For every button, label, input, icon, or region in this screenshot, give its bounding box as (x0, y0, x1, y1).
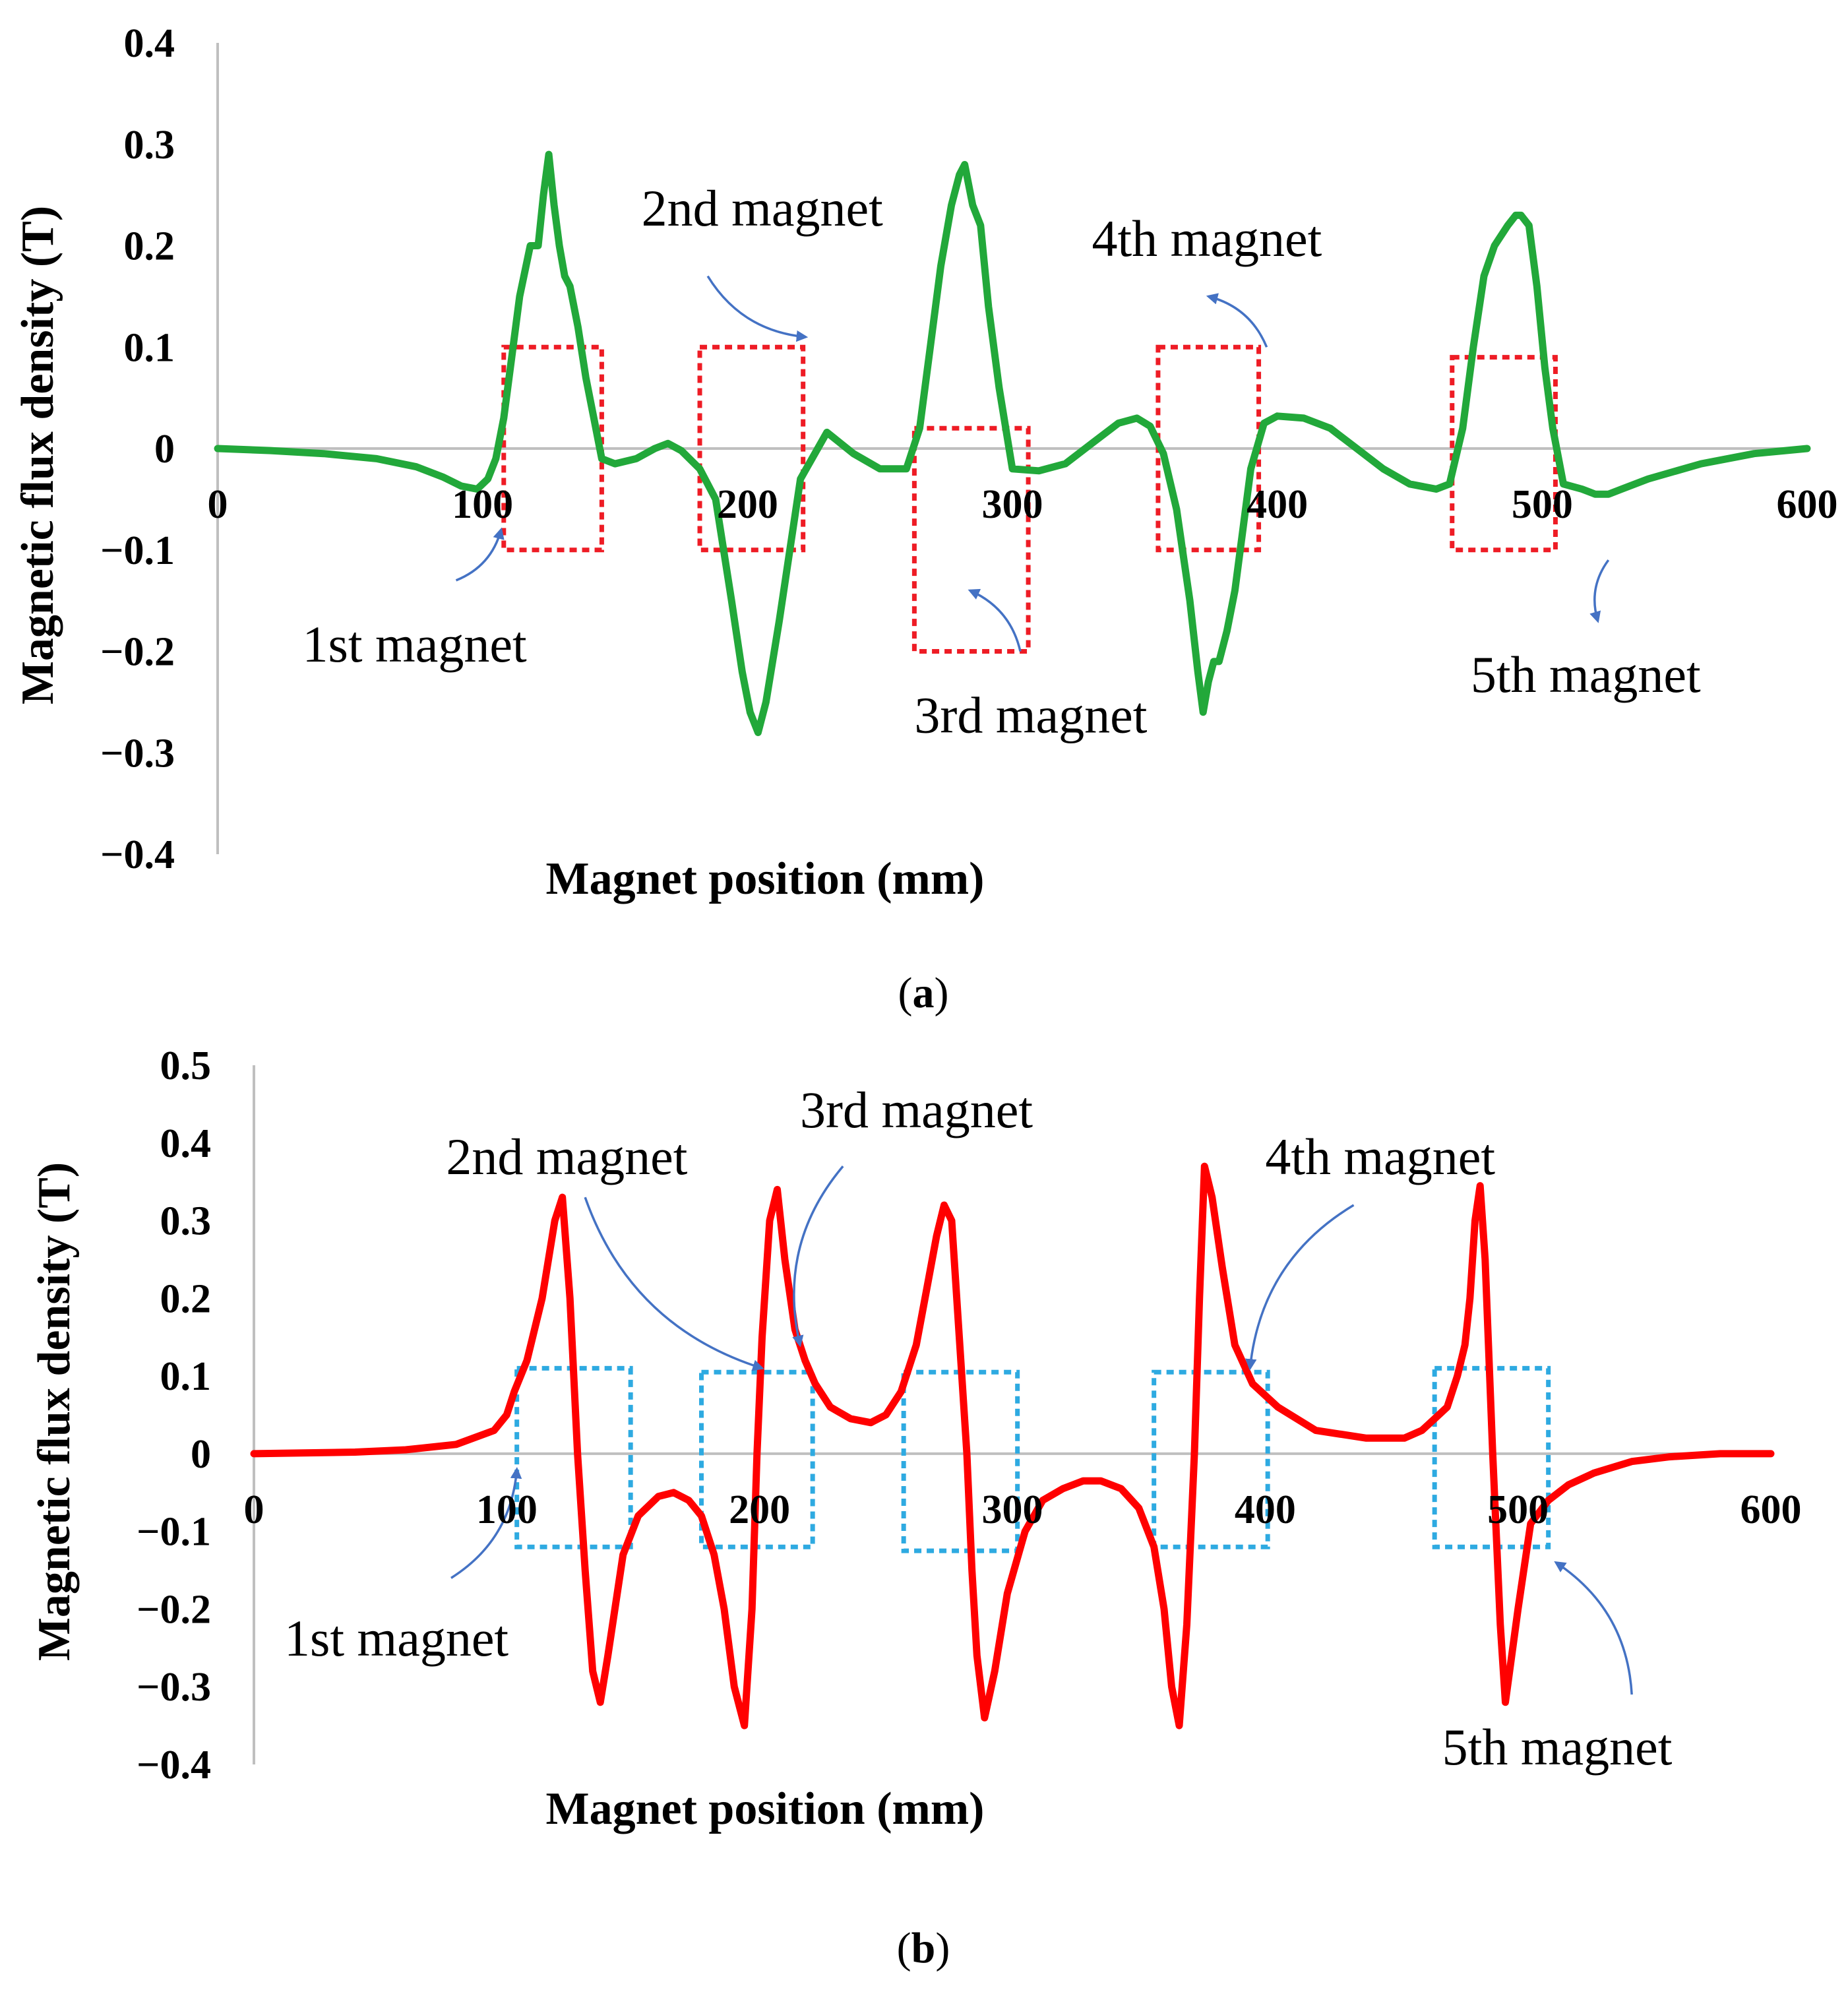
annotation-arrow-a-3 (968, 588, 1022, 652)
y-tick-label-a: −0.1 (100, 528, 175, 573)
magnet-box-a-3 (911, 425, 1031, 654)
x-tick-label-b: 100 (476, 1487, 538, 1532)
series-b (250, 1162, 1775, 1729)
caption-a: (a) (898, 969, 949, 1017)
y-tick-label-a: −0.2 (100, 630, 175, 675)
x-tick-label-a: 500 (1512, 482, 1573, 527)
x-tick-label-a: 400 (1247, 482, 1308, 527)
annotation-label-a-1: 1st magnet (303, 615, 527, 673)
y-tick-label-b: 0.2 (160, 1276, 212, 1321)
annotation-arrow-a-1 (455, 527, 505, 582)
x-tick-label-a: 0 (208, 482, 228, 527)
x-axis-title-a: Magnet position (mm) (546, 854, 985, 904)
y-tick-label-b: −0.3 (137, 1665, 211, 1710)
magnet-box-a-5 (1450, 355, 1558, 553)
x-tick-label-b: 600 (1740, 1487, 1802, 1532)
annotation-label-a-3: 3rd magnet (914, 687, 1147, 744)
y-tick-label-b: 0.4 (160, 1121, 212, 1166)
series-line-b (250, 1162, 1775, 1729)
x-tick-label-b: 400 (1235, 1487, 1296, 1532)
x-axis-title-b: Magnet position (mm) (546, 1784, 985, 1834)
y-tick-label-b: −0.2 (137, 1587, 211, 1632)
series-a (214, 150, 1811, 736)
annotation-label-b-4: 4th magnet (1265, 1128, 1495, 1185)
y-tick-label-a: 0.3 (124, 123, 175, 168)
caption-close-a: ) (935, 969, 949, 1017)
x-tick-labels-b: 0 100 200 300 400 500 600 (244, 1487, 1802, 1532)
caption-letter-a: a (913, 969, 935, 1017)
annotation-label-a-4: 4th magnet (1092, 210, 1322, 267)
y-tick-labels-b: 0.5 0.4 0.3 0.2 0.1 0 −0.1 −0.2 −0.3 −0.4 (137, 1043, 211, 1788)
series-line-a (214, 150, 1811, 736)
annotation-label-b-5: 5th magnet (1442, 1718, 1673, 1776)
x-tick-label-b: 0 (244, 1487, 264, 1532)
annotation-label-b-1: 1st magnet (284, 1609, 508, 1667)
annotation-arrow-a-2 (706, 275, 809, 342)
y-tick-label-a: 0 (154, 427, 175, 472)
annotation-arrows-a (455, 275, 1610, 652)
annotation-arrow-b-5 (1554, 1561, 1633, 1695)
y-tick-label-b: 0.1 (160, 1354, 212, 1399)
chart-panel-b: 1st magnet 2nd magnet 3rd magnet 4th magnet… (29, 1043, 1802, 1972)
annotation-arrow-b-3 (792, 1165, 844, 1348)
annotation-arrow-a-5 (1589, 559, 1610, 623)
x-tick-label-a: 300 (982, 482, 1043, 527)
magnet-box-a-2 (697, 344, 806, 553)
annotation-label-a-5: 5th magnet (1471, 646, 1701, 703)
x-tick-labels-a: 0 100 200 300 400 500 600 (208, 482, 1838, 527)
y-tick-label-a: 0.4 (124, 21, 175, 66)
y-tick-label-a: 0.1 (124, 325, 175, 370)
y-tick-labels-a: 0.4 0.3 0.2 0.1 0 −0.1 −0.2 −0.3 −0.4 (100, 21, 175, 877)
x-tick-label-a: 200 (717, 482, 778, 527)
x-tick-label-a: 600 (1777, 482, 1838, 527)
y-tick-label-a: −0.3 (100, 731, 175, 776)
annotation-label-a-2: 2nd magnet (642, 179, 883, 237)
y-tick-label-a: −0.4 (100, 832, 175, 877)
chart-panel-a: 1st magnet 2nd magnet 3rd magnet 4th magnet… (13, 21, 1838, 1017)
annotation-arrow-b-2 (584, 1197, 764, 1371)
caption-b: (b) (897, 1924, 950, 1972)
caption-open-b: ( (897, 1924, 911, 1972)
axes-b (253, 1065, 1771, 1764)
y-tick-label-b: −0.4 (137, 1743, 211, 1788)
annotation-arrows-b (450, 1165, 1633, 1695)
annotation-label-b-3: 3rd magnet (800, 1081, 1033, 1138)
caption-open-a: ( (898, 969, 913, 1017)
annotations-a: 1st magnet 2nd magnet 3rd magnet 4th magnet… (303, 179, 1701, 744)
x-tick-label-a: 100 (452, 482, 513, 527)
annotation-label-b-2: 2nd magnet (446, 1128, 687, 1185)
annotation-arrow-b-1 (450, 1466, 522, 1579)
y-axis-title-b: Magnetic flux density (T) (29, 1162, 80, 1661)
annotation-arrow-a-4 (1206, 293, 1268, 348)
y-tick-label-b: −0.1 (137, 1510, 211, 1555)
x-tick-label-b: 300 (982, 1487, 1043, 1532)
caption-letter-b: b (911, 1924, 936, 1972)
caption-close-b: ) (935, 1924, 950, 1972)
y-tick-label-b: 0.5 (160, 1043, 212, 1088)
y-axis-title-a: Magnetic flux density (T) (13, 206, 63, 704)
x-tick-label-b: 200 (729, 1487, 790, 1532)
x-tick-label-b: 500 (1487, 1487, 1549, 1532)
y-tick-label-b: 0 (191, 1432, 211, 1477)
annotation-arrow-b-4 (1245, 1204, 1355, 1371)
y-tick-label-b: 0.3 (160, 1199, 212, 1244)
y-tick-label-a: 0.2 (124, 224, 175, 269)
annotations-b: 1st magnet 2nd magnet 3rd magnet 4th magnet… (284, 1081, 1673, 1776)
magnet-box-b-4 (1152, 1369, 1270, 1549)
